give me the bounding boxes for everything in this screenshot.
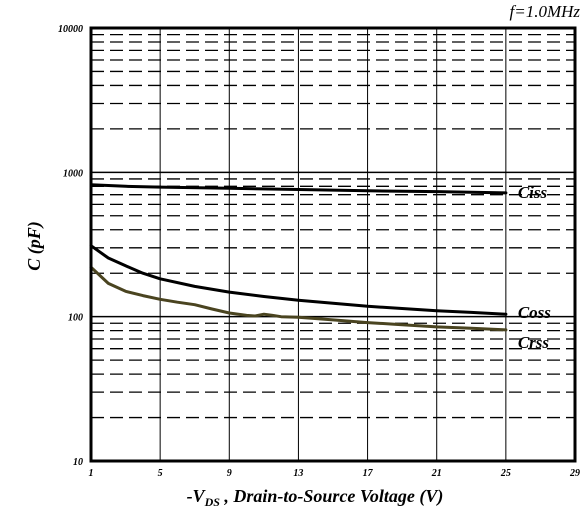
- x-tick-label: 17: [363, 468, 374, 479]
- x-tick-label: 13: [293, 468, 303, 479]
- x-tick-labels: 1 5 9 13 17 21 25 29: [89, 468, 581, 479]
- x-tick-label: 5: [158, 468, 163, 479]
- x-axis-label-suffix: , Drain-to-Source Voltage (V): [220, 486, 444, 507]
- y-tick-labels: 10 100 1000 10000: [58, 24, 83, 468]
- series-line-ciss: [89, 183, 508, 195]
- major-gridlines: [91, 28, 575, 461]
- x-axis-label: -VDS , Drain-to-Source Voltage (V): [187, 486, 444, 509]
- series-label-coss: Coss: [518, 303, 551, 322]
- minor-gridlines: [91, 33, 575, 419]
- series-label-crss: Crss: [518, 333, 550, 352]
- y-tick-label: 10000: [58, 24, 83, 35]
- y-tick-label: 10: [73, 457, 83, 468]
- y-tick-label: 100: [68, 313, 83, 324]
- x-tick-label: 25: [500, 468, 511, 479]
- x-tick-label: 9: [227, 468, 232, 479]
- x-tick-label: 21: [431, 468, 442, 479]
- series-line-coss: [89, 244, 508, 316]
- x-axis-label-subscript: DS: [204, 495, 221, 509]
- frequency-annotation: f=1.0MHz: [510, 2, 581, 21]
- series-line-crss: [89, 265, 508, 332]
- plot-frame: [89, 26, 577, 463]
- x-axis-label-prefix: -V: [187, 486, 207, 506]
- series-label-ciss: Ciss: [518, 183, 548, 202]
- x-tick-label: 29: [569, 468, 580, 479]
- y-tick-label: 1000: [63, 168, 83, 179]
- series-labels: Ciss Coss Crss: [518, 183, 551, 352]
- y-axis-label: C (pF): [24, 221, 45, 271]
- series-lines: [89, 183, 508, 332]
- x-tick-label: 1: [89, 468, 94, 479]
